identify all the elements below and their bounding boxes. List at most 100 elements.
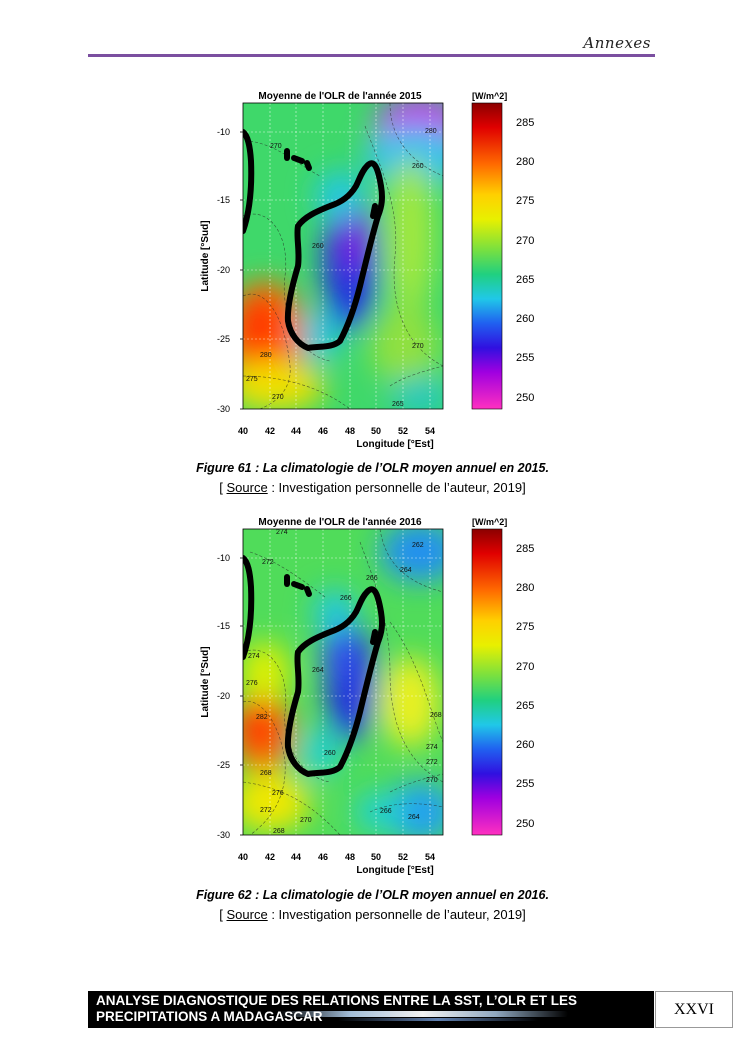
contour-label: 280 [425,128,437,135]
y-tick: -10 [217,553,230,563]
contour-label: 274 [248,653,260,660]
colorbar-tick: 250 [516,818,534,830]
contour-label: 268 [260,770,272,777]
contour-label: 272 [262,559,274,566]
olr-field [242,102,444,410]
x-tick: 42 [265,852,275,862]
contour-label: 274 [276,529,288,536]
colorbar-unit: [W/m^2] [472,91,507,101]
footer-banner [88,991,654,1028]
contour-label: 268 [430,712,442,719]
x-tick: 48 [345,426,355,436]
colorbar-tick: 255 [516,352,534,364]
chart-title: Moyenne de l'OLR de l'année 2015 [258,91,422,102]
x-tick: 44 [291,852,301,862]
contour-label: 270 [272,394,284,401]
contour-label: 264 [400,567,412,574]
contour-label: 260 [412,163,424,170]
y-tick: -30 [217,830,230,840]
x-axis-label: Longitude [°Est] [356,865,433,876]
contour-label: 260 [324,750,336,757]
contour-label: 280 [260,352,272,359]
contour-label: 264 [408,814,420,821]
contour-label: 270 [300,817,312,824]
colorbar-tick: 280 [516,156,534,168]
contour-label: 272 [426,759,438,766]
olr-map-2016: 274 272 266 266 264 262 274 264 276 282 … [200,517,534,876]
contour-label: 270 [412,343,424,350]
x-tick: 54 [425,852,435,862]
colorbar-tick: 275 [516,195,534,207]
footer-light-streak [338,1018,538,1021]
colorbar-tick: 285 [516,543,534,555]
colorbar-unit: [W/m^2] [472,517,507,527]
contour-label: 265 [392,401,404,408]
contour-label: 266 [380,808,392,815]
x-tick: 40 [238,426,248,436]
contour-label: 264 [312,667,324,674]
contour-label: 276 [246,680,258,687]
contour-label: 268 [273,828,285,835]
y-tick: -30 [217,404,230,414]
figure-source: [ Source : Investigation personnelle de … [219,480,526,495]
chart-title: Moyenne de l'OLR de l'année 2016 [258,517,422,528]
y-tick: -15 [217,621,230,631]
y-tick: -20 [217,265,230,275]
y-axis-label: Latitude [°Sud] [200,220,211,291]
colorbar-tick: 255 [516,778,534,790]
colorbar-tick: 270 [516,235,534,247]
colorbar-tick: 250 [516,392,534,404]
y-tick: -25 [217,760,230,770]
x-tick: 40 [238,852,248,862]
figure-caption: Figure 61 : La climatologie de l’OLR moy… [196,461,549,475]
x-tick: 54 [425,426,435,436]
colorbar-tick: 275 [516,621,534,633]
y-tick: -15 [217,195,230,205]
contour-label: 282 [256,714,268,721]
figure-61: 270 280 260 280 260 275 270 265 270 Moye… [190,86,540,456]
olr-field [242,528,444,836]
contour-label: 274 [426,744,438,751]
y-tick: -25 [217,334,230,344]
figure-62: 274 272 266 266 264 262 274 264 276 282 … [190,512,540,882]
x-tick: 50 [371,426,381,436]
x-tick: 46 [318,426,328,436]
contour-label: 266 [366,575,378,582]
footer-title: ANALYSE DIAGNOSTIQUE DES RELATIONS ENTRE… [96,993,578,1024]
contour-label: 270 [270,143,282,150]
running-header: Annexes [583,34,651,52]
contour-label: 266 [340,595,352,602]
footer-light-streak [278,1011,568,1017]
colorbar-tick: 260 [516,739,534,751]
colorbar-tick: 280 [516,582,534,594]
colorbar [471,102,503,410]
x-tick: 52 [398,852,408,862]
colorbar-tick: 260 [516,313,534,325]
figure-caption: Figure 62 : La climatologie de l’OLR moy… [196,888,549,902]
contour-label: 270 [426,777,438,784]
source-label: Source [226,480,268,495]
x-tick: 42 [265,426,275,436]
x-tick: 44 [291,426,301,436]
contour-label: 260 [312,243,324,250]
colorbar-tick: 265 [516,700,534,712]
x-tick: 50 [371,852,381,862]
colorbar-tick: 270 [516,661,534,673]
y-axis-label: Latitude [°Sud] [200,646,211,717]
contour-label: 276 [272,790,284,797]
contour-label: 262 [412,542,424,549]
y-tick: -20 [217,691,230,701]
colorbar-tick: 285 [516,117,534,129]
figure-source: [ Source : Investigation personnelle de … [219,907,526,922]
olr-map-2015: 270 280 260 280 260 275 270 265 270 Moye… [200,91,534,450]
colorbar [471,528,503,836]
x-tick: 48 [345,852,355,862]
x-tick: 46 [318,852,328,862]
contour-label: 272 [260,807,272,814]
contour-label: 275 [246,376,258,383]
header-rule [88,54,655,57]
y-tick: -10 [217,127,230,137]
source-label: Source [226,907,268,922]
colorbar-tick: 265 [516,274,534,286]
x-axis-label: Longitude [°Est] [356,439,433,450]
